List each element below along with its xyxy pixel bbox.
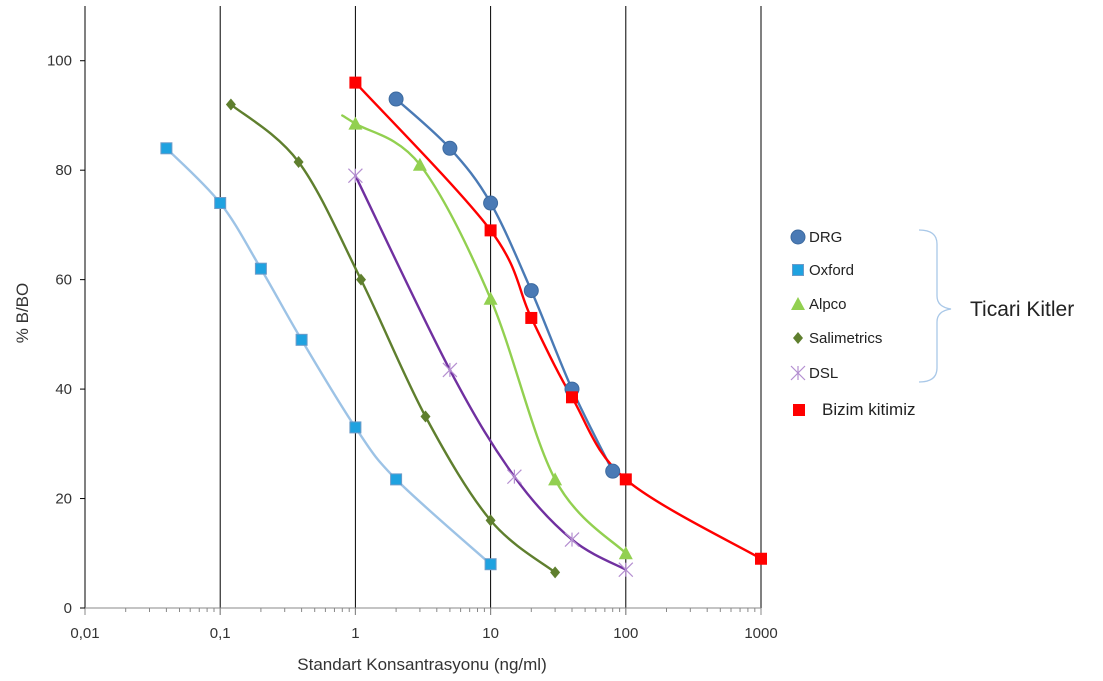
y-tick-labels: 0 20 40 60 80 100	[47, 53, 72, 617]
series-line-alpco	[341, 114, 627, 555]
point-dsl	[618, 562, 634, 578]
y-tick-label: 80	[55, 162, 72, 179]
x-tick-label: 0,01	[70, 625, 99, 642]
point-drg	[605, 463, 621, 479]
legend-label-salimetrics: Salimetrics	[809, 330, 882, 347]
point-dsl	[442, 362, 458, 378]
legend-marker-oxford	[792, 264, 804, 276]
legend-marker-salimetrics	[793, 332, 803, 344]
legend-group-label: Ticari Kitler	[970, 298, 1074, 321]
x-axis-title: Standart Konsantrasyonu (ng/ml)	[297, 655, 546, 674]
x-tick-label: 1000	[744, 625, 777, 642]
legend-marker-alpco	[791, 297, 805, 310]
point-salimetrics	[225, 98, 236, 111]
point-oxford	[349, 421, 362, 434]
point-bizim-kitimiz	[525, 311, 538, 324]
point-dsl	[347, 168, 363, 184]
x-tick-label: 0,1	[210, 625, 231, 642]
legend: DRG Oxford Alpco Salimetrics DSL Bizim kitimi…	[790, 229, 916, 419]
legend-marker-bizim-kitimiz	[793, 404, 805, 416]
legend-label-drg: DRG	[809, 229, 842, 246]
point-alpco	[348, 116, 363, 130]
point-salimetrics	[355, 273, 366, 286]
point-dsl	[564, 532, 580, 548]
legend-item-dsl: DSL	[790, 365, 838, 382]
point-salimetrics	[420, 410, 431, 423]
point-oxford	[295, 333, 308, 346]
x-tick-label: 10	[482, 625, 499, 642]
point-bizim-kitimiz	[484, 224, 497, 237]
point-drg	[388, 91, 404, 107]
point-drg	[442, 140, 458, 156]
x-tick-label: 100	[613, 625, 638, 642]
point-alpco	[548, 472, 563, 486]
y-tick-label: 100	[47, 53, 72, 70]
vertical-gridlines	[219, 6, 762, 608]
y-tick-label: 0	[64, 600, 72, 617]
axes	[80, 6, 762, 615]
point-salimetrics	[485, 514, 496, 527]
legend-group-brace	[918, 229, 952, 383]
x-tick-label: 1	[351, 625, 359, 642]
y-tick-label: 60	[55, 272, 72, 289]
point-bizim-kitimiz	[755, 552, 767, 565]
point-bizim-kitimiz	[619, 473, 632, 486]
point-drg	[523, 283, 539, 299]
point-oxford	[254, 262, 267, 275]
y-tick-label: 40	[55, 381, 72, 398]
point-oxford	[160, 142, 173, 155]
point-alpco	[412, 157, 427, 171]
legend-item-oxford: Oxford	[792, 262, 854, 279]
point-oxford	[214, 197, 227, 210]
series-curves	[165, 81, 763, 574]
legend-label-dsl: DSL	[809, 365, 838, 382]
legend-label-alpco: Alpco	[809, 296, 847, 313]
y-tick-label: 20	[55, 491, 72, 508]
point-bizim-kitimiz	[565, 391, 578, 404]
point-oxford	[390, 473, 403, 486]
legend-item-bizim-kitimiz: Bizim kitimiz	[793, 400, 916, 419]
series-line-bizim-kitimiz	[354, 81, 763, 560]
point-bizim-kitimiz	[349, 76, 362, 89]
point-salimetrics	[550, 566, 561, 579]
series-markers	[160, 76, 767, 579]
point-drg	[483, 195, 499, 211]
point-oxford	[484, 558, 497, 571]
x-tick-labels: 0,01 0,1 1 10 100 1000	[70, 625, 777, 642]
legend-label-bizim-kitimiz: Bizim kitimiz	[822, 400, 916, 419]
point-alpco	[483, 291, 498, 305]
legend-marker-dsl	[790, 365, 806, 381]
legend-marker-drg	[790, 229, 806, 245]
y-axis-title: % B/BO	[13, 283, 32, 343]
point-salimetrics	[293, 155, 304, 168]
point-alpco	[618, 546, 633, 560]
legend-item-drg: DRG	[790, 229, 842, 246]
legend-item-salimetrics: Salimetrics	[793, 330, 882, 347]
point-dsl	[506, 469, 522, 485]
legend-item-alpco: Alpco	[791, 296, 847, 313]
legend-label-oxford: Oxford	[809, 262, 854, 279]
